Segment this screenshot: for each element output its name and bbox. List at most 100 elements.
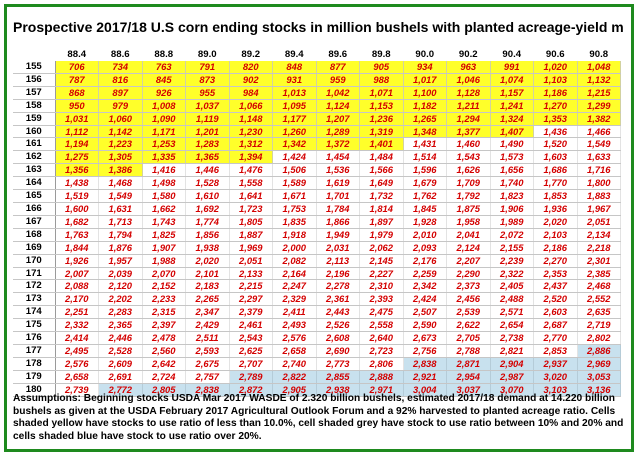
stocks-cell: 1,989 bbox=[490, 215, 534, 229]
stocks-cell: 1,071 bbox=[359, 86, 404, 100]
stocks-cell: 1,299 bbox=[577, 99, 621, 113]
table-row: 161 1,194 1,223 1,253 1,283 1,312 1,342 1,372 1,… bbox=[13, 137, 621, 152]
stocks-cell: 2,802 bbox=[577, 331, 621, 345]
stocks-cell: 2,283 bbox=[98, 305, 143, 320]
stocks-cell: 1,926 bbox=[55, 254, 99, 268]
stocks-cell: 1,514 bbox=[403, 150, 447, 165]
stocks-cell: 1,631 bbox=[98, 202, 143, 216]
stocks-cell: 2,101 bbox=[185, 267, 230, 281]
stocks-cell: 1,177 bbox=[272, 112, 317, 126]
stocks-cell: 2,838 bbox=[185, 383, 230, 397]
stocks-cell: 2,176 bbox=[403, 254, 447, 268]
stocks-cell: 2,593 bbox=[185, 344, 230, 358]
stocks-cell: 1,020 bbox=[533, 61, 578, 74]
acreage-header: 173 bbox=[13, 292, 56, 307]
stocks-cell: 1,883 bbox=[577, 189, 621, 203]
stocks-cell: 2,164 bbox=[272, 267, 317, 281]
stocks-cell: 2,000 bbox=[272, 241, 317, 255]
stocks-cell: 2,437 bbox=[533, 279, 578, 294]
stocks-cell: 1,103 bbox=[533, 73, 578, 87]
stocks-cell: 2,511 bbox=[185, 331, 230, 345]
acreage-header: 161 bbox=[13, 137, 56, 152]
stocks-cell: 2,590 bbox=[403, 318, 447, 333]
stocks-cell: 1,897 bbox=[359, 215, 404, 229]
stocks-cell: 2,806 bbox=[359, 357, 404, 371]
stocks-cell: 2,642 bbox=[142, 357, 186, 371]
stocks-cell: 2,218 bbox=[577, 241, 621, 255]
stocks-cell: 2,155 bbox=[490, 241, 534, 255]
stocks-cell: 2,622 bbox=[446, 318, 491, 333]
stocks-cell: 1,957 bbox=[98, 254, 143, 268]
stocks-cell: 1,603 bbox=[533, 150, 578, 165]
stocks-cell: 1,543 bbox=[446, 150, 491, 165]
stocks-cell: 1,692 bbox=[185, 202, 230, 216]
stocks-cell: 1,454 bbox=[316, 150, 360, 165]
stocks-cell: 1,416 bbox=[142, 163, 186, 178]
stocks-cell: 2,905 bbox=[272, 383, 317, 397]
stocks-cell: 2,113 bbox=[316, 254, 360, 268]
acreage-header: 163 bbox=[13, 163, 56, 178]
stocks-cell: 2,443 bbox=[316, 305, 360, 320]
stocks-cell: 1,566 bbox=[359, 163, 404, 178]
stocks-cell: 1,649 bbox=[359, 176, 404, 191]
stocks-cell: 1,305 bbox=[98, 150, 143, 165]
stocks-cell: 734 bbox=[98, 61, 143, 74]
stocks-cell: 2,772 bbox=[98, 383, 143, 397]
stocks-cell: 1,716 bbox=[577, 163, 621, 178]
stocks-cell: 1,853 bbox=[533, 189, 578, 203]
stocks-cell: 1,319 bbox=[359, 125, 404, 139]
yield-header: 89.0 bbox=[185, 49, 229, 61]
table-row: 177 2,495 2,528 2,560 2,593 2,625 2,658 2,690 2,… bbox=[13, 344, 621, 358]
stocks-table: 88.4 88.6 88.8 89.0 89.2 89.4 89.6 89.8 90.0 90.2… bbox=[13, 49, 621, 397]
stocks-cell: 950 bbox=[55, 99, 99, 113]
stocks-cell: 1,770 bbox=[533, 176, 578, 191]
stocks-cell: 1,875 bbox=[446, 202, 491, 216]
stocks-cell: 2,202 bbox=[98, 292, 143, 307]
stocks-cell: 2,520 bbox=[533, 292, 578, 307]
yield-header: 89.4 bbox=[272, 49, 316, 61]
stocks-cell: 2,788 bbox=[446, 344, 491, 358]
stocks-cell: 1,519 bbox=[55, 189, 99, 203]
stocks-cell: 3,020 bbox=[533, 370, 578, 384]
stocks-cell: 2,270 bbox=[533, 254, 578, 268]
stocks-cell: 2,373 bbox=[446, 279, 491, 294]
table-row: 160 1,112 1,142 1,171 1,201 1,230 1,260 1,289 1,… bbox=[13, 125, 621, 139]
stocks-cell: 1,784 bbox=[316, 202, 360, 216]
stocks-cell: 2,853 bbox=[533, 344, 578, 358]
stocks-cell: 984 bbox=[229, 86, 273, 100]
stocks-cell: 2,921 bbox=[403, 370, 447, 384]
stocks-cell: 1,171 bbox=[142, 125, 186, 139]
stocks-cell: 2,658 bbox=[55, 370, 99, 384]
stocks-cell: 1,580 bbox=[142, 189, 186, 203]
stocks-cell: 1,194 bbox=[55, 137, 99, 152]
stocks-cell: 1,856 bbox=[185, 228, 230, 242]
stocks-cell: 2,608 bbox=[316, 331, 360, 345]
stocks-cell: 2,414 bbox=[55, 331, 99, 345]
stocks-cell: 2,609 bbox=[98, 357, 143, 371]
stocks-cell: 2,397 bbox=[142, 318, 186, 333]
stocks-cell: 1,431 bbox=[403, 137, 447, 152]
acreage-header: 156 bbox=[13, 73, 56, 87]
stocks-cell: 1,814 bbox=[359, 202, 404, 216]
stocks-cell: 1,476 bbox=[229, 163, 273, 178]
table-row: 180 2,739 2,772 2,805 2,838 2,872 2,905 2,938 2,… bbox=[13, 383, 621, 397]
table-row: 164 1,438 1,468 1,498 1,528 1,558 1,589 1,619 1,… bbox=[13, 176, 621, 191]
stocks-cell: 2,691 bbox=[98, 370, 143, 384]
stocks-cell: 1,763 bbox=[55, 228, 99, 242]
stocks-cell: 2,145 bbox=[359, 254, 404, 268]
stocks-cell: 1,335 bbox=[142, 150, 186, 165]
stocks-cell: 1,928 bbox=[403, 215, 447, 229]
stocks-cell: 1,600 bbox=[55, 202, 99, 216]
stocks-cell: 1,876 bbox=[98, 241, 143, 255]
stocks-cell: 2,152 bbox=[142, 279, 186, 294]
table-row: 175 2,332 2,365 2,397 2,429 2,461 2,493 2,526 2,… bbox=[13, 318, 621, 333]
stocks-cell: 868 bbox=[55, 86, 99, 100]
stocks-cell: 2,739 bbox=[55, 383, 99, 397]
stocks-cell: 2,475 bbox=[359, 305, 404, 320]
stocks-cell: 1,825 bbox=[142, 228, 186, 242]
stocks-cell: 2,088 bbox=[55, 279, 99, 294]
table-row: 156 787 816 845 873 902 931 959 988 1,017 1,046 1,0… bbox=[13, 73, 621, 87]
acreage-header: 160 bbox=[13, 125, 56, 139]
stocks-cell: 1,484 bbox=[359, 150, 404, 165]
stocks-cell: 2,635 bbox=[577, 305, 621, 320]
